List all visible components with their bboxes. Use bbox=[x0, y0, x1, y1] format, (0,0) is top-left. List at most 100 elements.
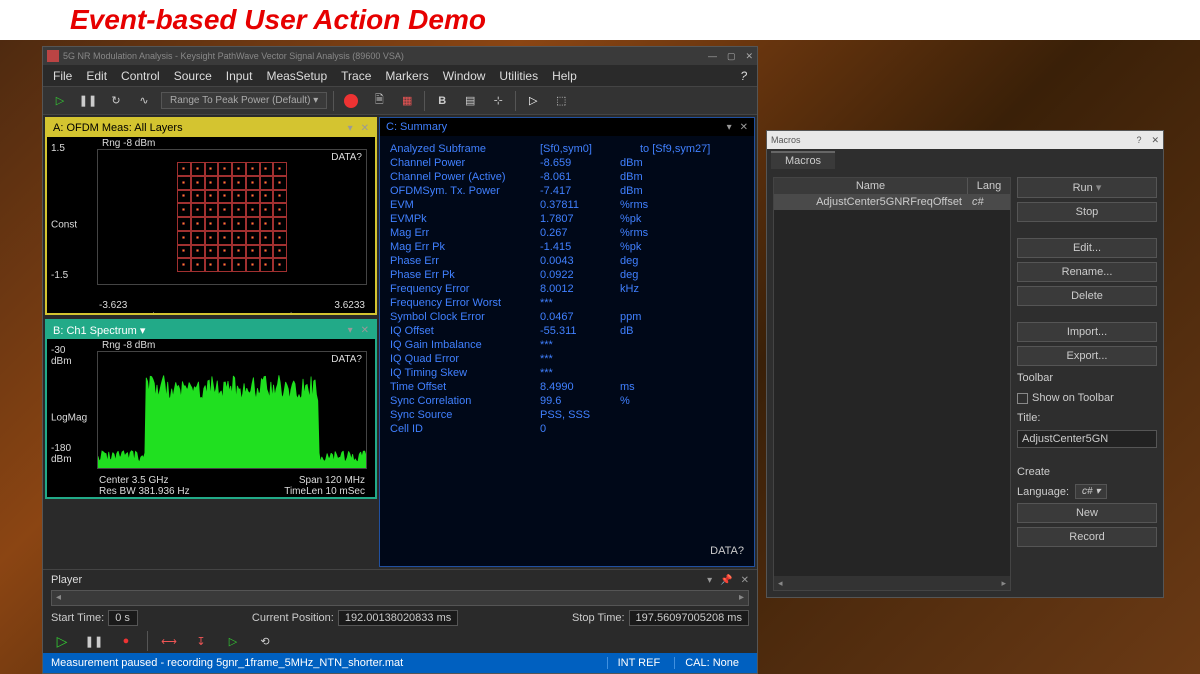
edit-button[interactable]: Edit... bbox=[1017, 238, 1157, 258]
stop-label: Stop Time: bbox=[572, 612, 625, 624]
summary-row: Phase Err Pk0.0922deg bbox=[390, 268, 744, 282]
col-lang[interactable]: Lang bbox=[968, 178, 1010, 194]
menu-help[interactable]: Help bbox=[552, 69, 577, 83]
summary-row: IQ Timing Skew*** bbox=[390, 366, 744, 380]
player-record-icon[interactable]: ● bbox=[115, 630, 137, 652]
record-icon[interactable] bbox=[340, 90, 362, 112]
yb-mid: LogMag bbox=[51, 413, 87, 424]
app-icon bbox=[47, 50, 59, 62]
page-title: Event-based User Action Demo bbox=[0, 0, 1200, 40]
constellation-plot[interactable]: Rng -8 dBm DATA? bbox=[97, 149, 367, 285]
menu-input[interactable]: Input bbox=[226, 69, 253, 83]
pause-icon[interactable]: ❚❚ bbox=[77, 90, 99, 112]
doc-icon[interactable]: 🗎 bbox=[368, 90, 390, 112]
trigger-icon[interactable]: ∿ bbox=[133, 90, 155, 112]
maximize-icon[interactable]: ▢ bbox=[727, 51, 736, 62]
range-label: Rng -8 dBm bbox=[102, 138, 155, 149]
toolbar-label: Toolbar bbox=[1017, 370, 1157, 386]
col-name[interactable]: Name bbox=[774, 178, 968, 194]
nodes-icon[interactable]: ⊹ bbox=[487, 90, 509, 112]
grid-red-icon[interactable]: ▦ bbox=[396, 90, 418, 112]
macros-close-icon[interactable]: ✕ bbox=[1151, 135, 1159, 146]
menu-edit[interactable]: Edit bbox=[86, 69, 107, 83]
title-input[interactable]: AdjustCenter5GN bbox=[1017, 430, 1157, 448]
layout-icon[interactable]: ▤ bbox=[459, 90, 481, 112]
status-message: Measurement paused - recording 5gnr_1fra… bbox=[51, 657, 403, 669]
menu-control[interactable]: Control bbox=[121, 69, 160, 83]
player-track[interactable]: ◂▸ bbox=[51, 590, 749, 606]
summary-row: Channel Power-8.659dBm bbox=[390, 156, 744, 170]
stop-value[interactable]: 197.56097005208 ms bbox=[629, 610, 749, 626]
player-marker2-icon[interactable]: ▷ bbox=[222, 630, 244, 652]
minimize-icon[interactable]: — bbox=[708, 51, 717, 62]
delete-button[interactable]: Delete bbox=[1017, 286, 1157, 306]
panel-b-close-icon[interactable]: ✕ bbox=[361, 325, 369, 336]
player-close-icon[interactable]: ✕ bbox=[741, 575, 749, 586]
macro-row[interactable]: AdjustCenter5GNRFreqOffset c# bbox=[774, 194, 1010, 210]
player-loop-icon[interactable]: ⟲ bbox=[254, 630, 276, 652]
b-icon[interactable]: B bbox=[431, 90, 453, 112]
show-toolbar-check[interactable]: Show on Toolbar bbox=[1017, 390, 1157, 406]
panel-b-title: B: Ch1 Spectrum ▾ bbox=[53, 324, 145, 337]
panel-a-close-icon[interactable]: ✕ bbox=[361, 123, 369, 134]
macros-tab[interactable]: Macros bbox=[771, 151, 835, 169]
help-icon[interactable]: ? bbox=[740, 69, 747, 83]
status-intref: INT REF bbox=[607, 657, 671, 669]
macros-list: Name Lang AdjustCenter5GNRFreqOffset c# … bbox=[773, 177, 1011, 591]
summary-row: IQ Offset-55.311dB bbox=[390, 324, 744, 338]
player-dd-icon[interactable]: ▾ bbox=[707, 575, 712, 586]
summary-row: Analyzed Subframe[Sf0,sym0]to [Sf9,sym27… bbox=[390, 142, 744, 156]
summary-row: Sync SourcePSS, SSS bbox=[390, 408, 744, 422]
restart-icon[interactable]: ↻ bbox=[105, 90, 127, 112]
menu-trace[interactable]: Trace bbox=[341, 69, 371, 83]
run-icon[interactable]: ▷ bbox=[49, 90, 71, 112]
player-span-icon[interactable]: ⟷ bbox=[158, 630, 180, 652]
lang-label: Language: bbox=[1017, 486, 1069, 498]
summary-body: DATA? Analyzed Subframe[Sf0,sym0]to [Sf9… bbox=[380, 136, 754, 566]
panel-c-close-icon[interactable]: ✕ bbox=[740, 122, 748, 133]
menu-source[interactable]: Source bbox=[174, 69, 212, 83]
range-dropdown[interactable]: Range To Peak Power (Default) ▾ bbox=[161, 92, 327, 109]
export-button[interactable]: Export... bbox=[1017, 346, 1157, 366]
menu-markers[interactable]: Markers bbox=[385, 69, 428, 83]
status-bar: Measurement paused - recording 5gnr_1fra… bbox=[43, 653, 757, 673]
player-pin-icon[interactable]: 📌 bbox=[720, 575, 732, 586]
run-button[interactable]: Run bbox=[1017, 177, 1157, 198]
foot-r2: TimeLen 10 mSec bbox=[284, 486, 365, 497]
menu-meassetup[interactable]: MeasSetup bbox=[266, 69, 327, 83]
x-axis-right: 3.6233 bbox=[334, 300, 365, 311]
stop-button[interactable]: Stop bbox=[1017, 202, 1157, 222]
start-value[interactable]: 0 s bbox=[108, 610, 138, 626]
list-scrollbar[interactable]: ◂▸ bbox=[774, 576, 1010, 590]
import-button[interactable]: Import... bbox=[1017, 322, 1157, 342]
menu-file[interactable]: File bbox=[53, 69, 72, 83]
select-rect-icon[interactable]: ⬚ bbox=[550, 90, 572, 112]
new-button[interactable]: New bbox=[1017, 503, 1157, 523]
summary-row: Symbol Clock Error0.0467ppm bbox=[390, 310, 744, 324]
panel-a-dropdown-icon[interactable]: ▾ bbox=[348, 123, 353, 134]
window-title: 5G NR Modulation Analysis - Keysight Pat… bbox=[63, 51, 404, 61]
x-axis-left: -3.623 bbox=[99, 300, 127, 311]
lang-select[interactable]: c# ▾ bbox=[1075, 484, 1107, 499]
rename-button[interactable]: Rename... bbox=[1017, 262, 1157, 282]
player-play-icon[interactable]: ▷ bbox=[51, 630, 73, 652]
player-pause-icon[interactable]: ❚❚ bbox=[83, 630, 105, 652]
spectrum-plot[interactable]: Rng -8 dBm DATA? bbox=[97, 351, 367, 469]
panel-a-ofdm: A: OFDM Meas: All Layers ▾✕ 1.5 Const -1… bbox=[45, 117, 377, 315]
pointer-icon[interactable]: ▷ bbox=[522, 90, 544, 112]
close-icon[interactable]: ✕ bbox=[745, 51, 753, 62]
vsa-window: 5G NR Modulation Analysis - Keysight Pat… bbox=[42, 46, 758, 674]
panel-c-dropdown-icon[interactable]: ▾ bbox=[727, 122, 732, 133]
player-panel: Player ▾📌✕ ◂▸ Start Time:0 s Current Pos… bbox=[43, 569, 757, 653]
record-button[interactable]: Record bbox=[1017, 527, 1157, 547]
menu-window[interactable]: Window bbox=[443, 69, 486, 83]
macros-help-icon[interactable]: ? bbox=[1136, 135, 1141, 146]
menu-utilities[interactable]: Utilities bbox=[499, 69, 538, 83]
panel-b-dropdown-icon[interactable]: ▾ bbox=[348, 325, 353, 336]
summary-row: EVM0.37811%rms bbox=[390, 198, 744, 212]
player-marker1-icon[interactable]: ↧ bbox=[190, 630, 212, 652]
range-label-b: Rng -8 dBm bbox=[102, 340, 155, 351]
y-axis-label: Const bbox=[51, 220, 77, 231]
panel-b-spectrum: B: Ch1 Spectrum ▾ ▾✕ -30dBm LogMag -180d… bbox=[45, 319, 377, 499]
summary-row: Time Offset8.4990ms bbox=[390, 380, 744, 394]
